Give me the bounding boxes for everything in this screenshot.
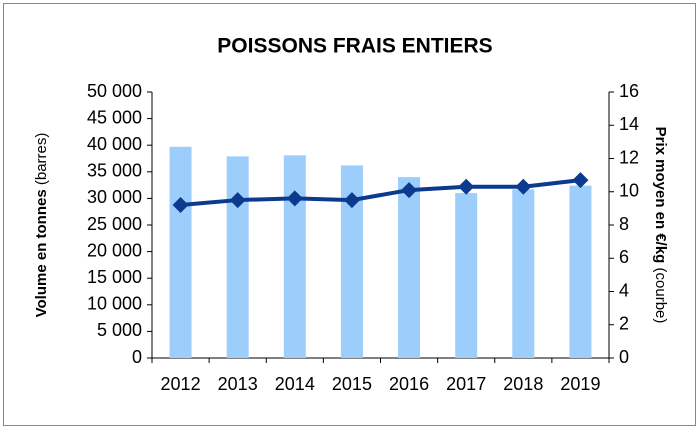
y2-tick-label: 14 bbox=[619, 114, 639, 134]
line-marker bbox=[286, 190, 303, 207]
y-tick-label: 0 bbox=[132, 347, 142, 367]
x-tick-label: 2016 bbox=[389, 374, 429, 394]
bar bbox=[169, 146, 192, 358]
y-tick-label: 15 000 bbox=[87, 267, 142, 287]
y-axis-label-note: (barres) bbox=[33, 133, 50, 186]
bar bbox=[569, 185, 592, 358]
y2-axis-label-main: Prix moyen en €/kg bbox=[652, 127, 669, 264]
line-marker bbox=[572, 172, 589, 189]
bar bbox=[340, 165, 363, 358]
y2-axis-label: Prix moyen en €/kg (courbe) bbox=[652, 127, 669, 324]
y-tick-label: 25 000 bbox=[87, 214, 142, 234]
line-marker bbox=[343, 192, 360, 209]
y-tick-label: 20 000 bbox=[87, 240, 142, 260]
bar bbox=[283, 155, 306, 358]
y-tick-label: 30 000 bbox=[87, 187, 142, 207]
y2-tick-label: 6 bbox=[619, 247, 629, 267]
bar bbox=[226, 156, 249, 358]
line-marker bbox=[229, 192, 246, 209]
line-marker bbox=[515, 178, 532, 195]
y-tick-label: 45 000 bbox=[87, 107, 142, 127]
x-tick-label: 2019 bbox=[560, 374, 600, 394]
y-tick-label: 50 000 bbox=[87, 81, 142, 101]
y-tick-label: 10 000 bbox=[87, 294, 142, 314]
y2-tick-label: 4 bbox=[619, 280, 629, 300]
y-tick-label: 5 000 bbox=[97, 320, 142, 340]
y2-tick-label: 12 bbox=[619, 147, 639, 167]
line bbox=[180, 178, 581, 208]
line-marker bbox=[458, 178, 475, 195]
y-tick-label: 40 000 bbox=[87, 134, 142, 154]
x-tick-label: 2014 bbox=[275, 374, 315, 394]
line-marker bbox=[172, 197, 189, 214]
x-tick-label: 2017 bbox=[446, 374, 486, 394]
y2-axis-label-note: (courbe) bbox=[652, 268, 669, 324]
y-tick-label: 35 000 bbox=[87, 161, 142, 181]
bar bbox=[512, 189, 535, 358]
y2-tick-label: 8 bbox=[619, 214, 629, 234]
line-marker bbox=[401, 182, 418, 199]
y2-tick-label: 2 bbox=[619, 314, 629, 334]
y2-tick-label: 16 bbox=[619, 81, 639, 101]
x-tick-label: 2018 bbox=[503, 374, 543, 394]
y-axis-label: Volume en tonnes (barres) bbox=[33, 133, 50, 318]
chart-title: POISSONS FRAIS ENTIERS bbox=[217, 35, 492, 58]
y-axis-label-main: Volume en tonnes bbox=[33, 189, 50, 317]
y2-tick-label: 0 bbox=[619, 347, 629, 367]
bar bbox=[398, 177, 421, 358]
bar bbox=[455, 193, 478, 358]
y2-tick-label: 10 bbox=[619, 181, 639, 201]
x-tick-label: 2015 bbox=[332, 374, 372, 394]
x-tick-label: 2012 bbox=[161, 374, 201, 394]
x-tick-label: 2013 bbox=[218, 374, 258, 394]
